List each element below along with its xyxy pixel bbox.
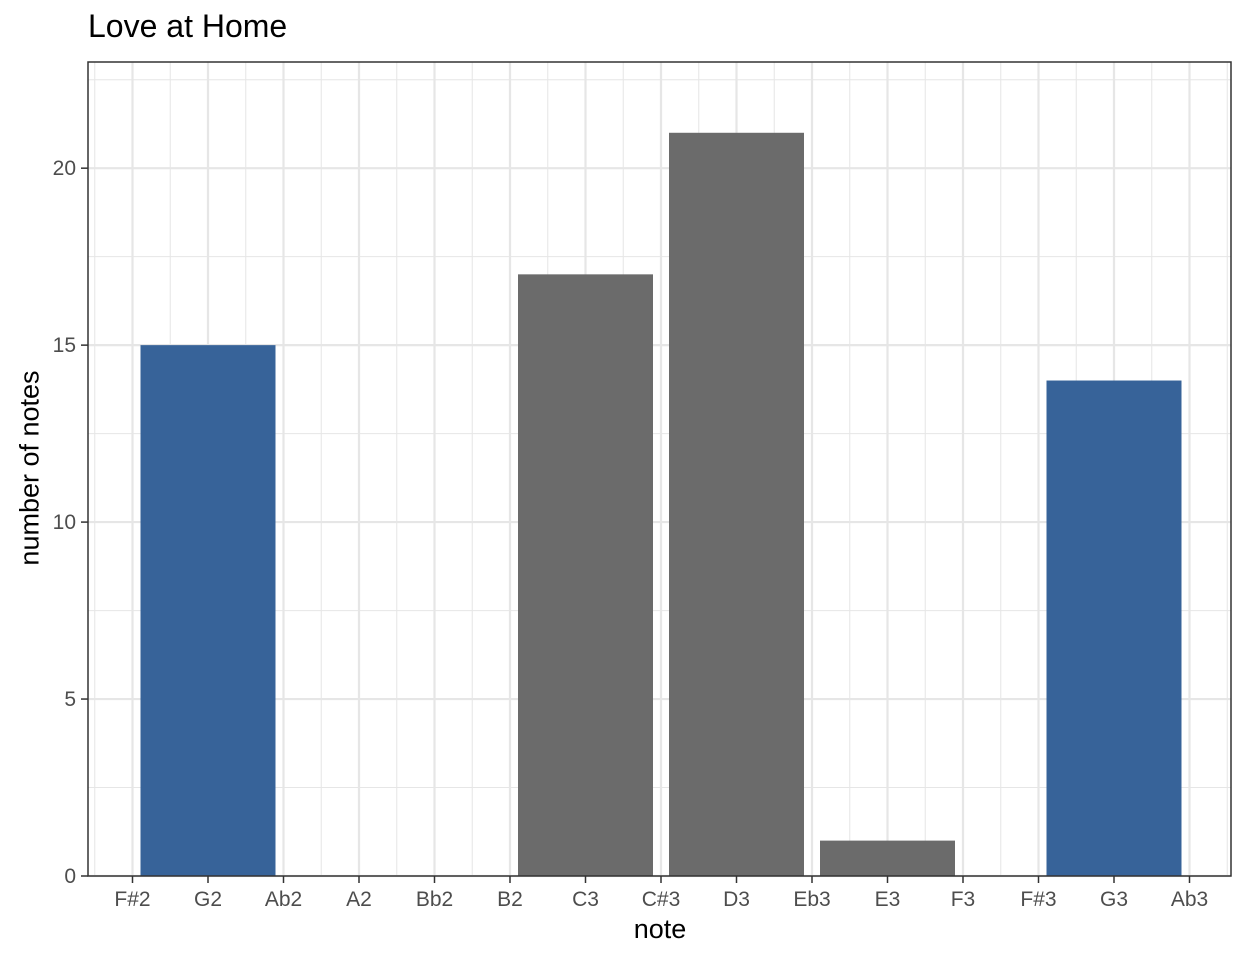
- x-tick-label: Eb3: [793, 888, 830, 911]
- x-tick-label: Ab2: [265, 888, 302, 911]
- x-axis-label: note: [633, 914, 687, 944]
- y-tick-label: 20: [53, 157, 76, 180]
- x-tick-label: E3: [875, 888, 901, 911]
- x-tick-label: G3: [1100, 888, 1128, 911]
- plot-panel: [88, 62, 1231, 876]
- x-tick-label: G2: [194, 888, 222, 911]
- bar: [1046, 380, 1182, 876]
- x-tick-label: A2: [346, 888, 372, 911]
- x-tick-label: F#3: [1020, 888, 1056, 911]
- x-tick-label: F#2: [114, 888, 150, 911]
- y-tick-label: 0: [64, 865, 76, 888]
- bar: [820, 840, 955, 876]
- bar: [669, 132, 804, 877]
- x-tick-label: D3: [723, 888, 750, 911]
- y-tick-label: 5: [64, 688, 76, 711]
- bar: [518, 274, 653, 876]
- plot-border: [87, 61, 1232, 877]
- x-tick-label: F3: [951, 888, 976, 911]
- y-axis-label: number of notes: [14, 370, 45, 566]
- chart-title: Love at Home: [88, 8, 288, 44]
- x-tick-label: Ab3: [1171, 888, 1208, 911]
- x-tick-label: B2: [497, 888, 523, 911]
- bar: [140, 345, 276, 876]
- x-tick-label: Bb2: [416, 888, 453, 911]
- y-tick-label: 10: [53, 511, 76, 534]
- y-tick-label: 15: [53, 334, 76, 357]
- x-tick-label: C#3: [642, 888, 681, 911]
- x-tick-label: C3: [572, 888, 599, 911]
